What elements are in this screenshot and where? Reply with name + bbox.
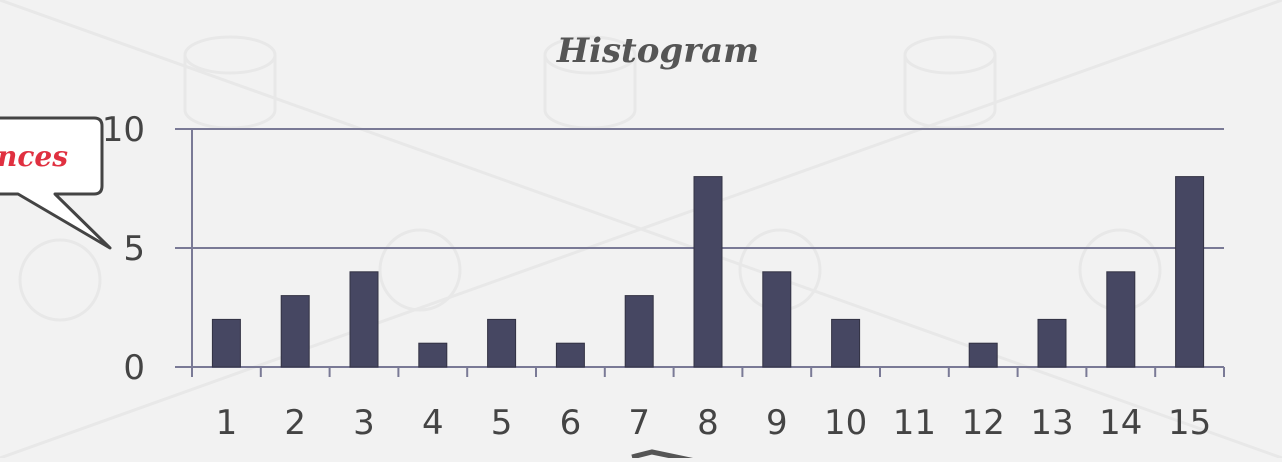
x-tick-label: 7 bbox=[628, 403, 650, 443]
bar-14 bbox=[1106, 271, 1136, 368]
bar-13 bbox=[1037, 318, 1067, 368]
bar-9 bbox=[762, 271, 792, 368]
bar-5 bbox=[487, 318, 517, 368]
x-tick-label: 9 bbox=[766, 403, 788, 443]
x-tick-labels: 1 2 3 4 5 6 7 8 9 10 11 12 13 14 15 bbox=[216, 403, 1212, 443]
x-tick-label: 14 bbox=[1099, 403, 1142, 443]
bar-7 bbox=[624, 295, 654, 368]
x-tick-label: 8 bbox=[697, 403, 719, 443]
y-tick-label: 5 bbox=[123, 229, 145, 269]
callout-text: nces bbox=[0, 140, 68, 173]
x-tick-label: 6 bbox=[560, 403, 582, 443]
bar-15 bbox=[1175, 176, 1205, 368]
bar-3 bbox=[349, 271, 379, 368]
y-tick-label: 0 bbox=[123, 348, 145, 388]
bars bbox=[211, 176, 1205, 368]
callout-bubble: nces bbox=[0, 116, 112, 250]
x-tick-label: 3 bbox=[353, 403, 375, 443]
x-tick-label: 11 bbox=[893, 403, 936, 443]
bar-6 bbox=[555, 342, 585, 368]
x-tick-label: 12 bbox=[962, 403, 1005, 443]
x-tick-label: 1 bbox=[216, 403, 238, 443]
y-tick-label: 10 bbox=[102, 110, 145, 150]
bar-8 bbox=[693, 176, 723, 368]
bottom-arrow-stroke bbox=[631, 449, 701, 462]
x-tick-label: 13 bbox=[1030, 403, 1073, 443]
bar-4 bbox=[418, 342, 448, 368]
chart-title: Histogram bbox=[556, 31, 759, 71]
bar-10 bbox=[831, 318, 861, 368]
x-tick-label: 15 bbox=[1168, 403, 1211, 443]
x-tick-label: 4 bbox=[422, 403, 444, 443]
bar-12 bbox=[968, 342, 998, 368]
x-tick-label: 5 bbox=[491, 403, 513, 443]
x-tick-label: 10 bbox=[824, 403, 867, 443]
x-tick-label: 2 bbox=[284, 403, 306, 443]
y-tick-labels: 0 5 10 bbox=[102, 110, 145, 388]
bar-1 bbox=[211, 318, 241, 368]
bar-2 bbox=[280, 295, 310, 368]
